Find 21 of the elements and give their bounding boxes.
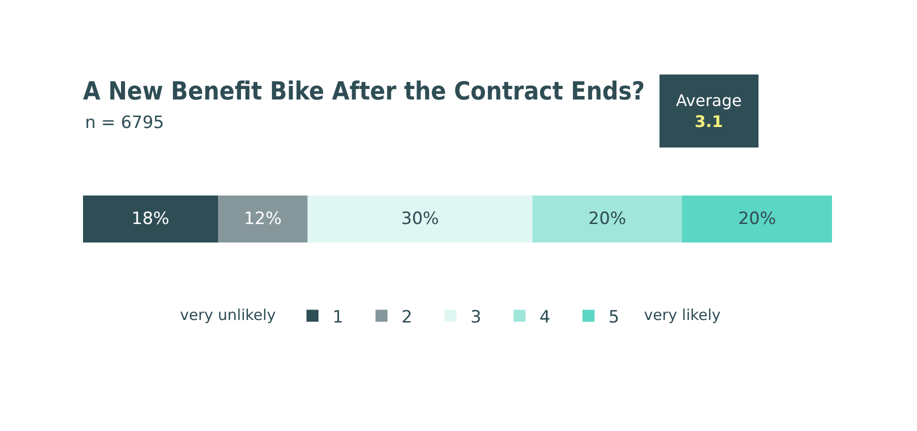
bar [532, 195, 682, 243]
legend-label: 2 [401, 307, 412, 328]
text: 3.1 [694, 112, 724, 131]
bar [308, 195, 532, 243]
legend-label: 1 [332, 307, 344, 328]
data-label: 20% [588, 209, 626, 229]
data-label: 12% [244, 209, 282, 229]
bar [83, 195, 218, 243]
text: Average [676, 91, 742, 110]
legend-label: 4 [539, 307, 550, 328]
text: very unlikely [180, 306, 276, 324]
bar [218, 195, 308, 243]
data-label: 30% [401, 209, 439, 229]
data-label: 18% [132, 209, 170, 229]
text: very likely [644, 306, 721, 324]
legend-label: 5 [608, 307, 620, 328]
chart-subtitle: n = 6795 [85, 113, 164, 133]
chart-title: A New Benefit Bike After the Contract Ends? [83, 76, 645, 106]
data-label: 20% [738, 209, 776, 229]
legend-label: 3 [470, 307, 482, 328]
bar [682, 195, 832, 243]
